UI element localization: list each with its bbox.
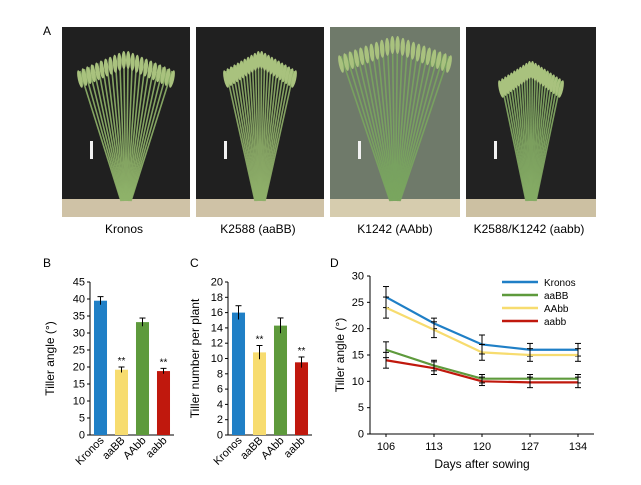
y-tick-label: 0	[358, 429, 364, 441]
scale-bar	[90, 141, 93, 159]
y-tick-label: 20	[73, 362, 85, 374]
legend-label: Kronos	[544, 278, 576, 289]
tiller-angle-time-course-chart: 0 5 10 15 20 25 30 106 113 120 127 134 Days after so…	[333, 271, 594, 471]
y-tick-label: 4	[217, 399, 223, 411]
plant-photo	[196, 27, 324, 217]
significance-label: **	[256, 334, 264, 345]
x-tick-label: aaBB	[238, 435, 266, 463]
y-tick-label: 20	[211, 277, 223, 289]
bar	[273, 325, 288, 435]
legend-label: aaBB	[544, 291, 569, 302]
y-tick-label: 25	[352, 297, 364, 309]
y-tick-label: 16	[211, 307, 223, 319]
bar	[135, 322, 150, 435]
y-tick-label: 2	[217, 414, 223, 426]
bar	[252, 352, 267, 435]
y-axis-label: Tiller number per plant	[188, 298, 202, 418]
y-tick-label: 12	[211, 338, 223, 350]
photo-ground	[62, 199, 190, 217]
tiller-number-bar-chart: 0 2 4 6 8 10 12 14 16 18 20 Tiller number per plant…	[188, 277, 312, 468]
panel-letter-c: C	[190, 256, 199, 270]
x-tick-label: aabb	[282, 435, 308, 461]
y-tick-label: 15	[73, 379, 85, 391]
x-tick-label: aabb	[144, 435, 170, 461]
y-axis: 0 5 10 15 20 25 30 35 40 45	[73, 277, 91, 442]
photo-ground	[466, 199, 596, 217]
y-tick-label: 40	[73, 294, 85, 306]
y-tick-label: 20	[352, 323, 364, 335]
y-tick-label: 10	[211, 353, 223, 365]
y-tick-label: 5	[358, 402, 364, 414]
bar	[294, 362, 309, 435]
legend-label: aabb	[544, 317, 567, 328]
bar	[156, 371, 171, 435]
y-tick-label: 30	[352, 271, 364, 283]
photo-ground	[196, 199, 324, 217]
x-tick-label: AAbb	[121, 435, 149, 463]
scale-bar	[494, 141, 497, 159]
y-axis: 0 2 4 6 8 10 12 14 16 18 20	[211, 277, 229, 442]
plant-photo	[330, 27, 460, 217]
scale-bar	[224, 141, 227, 159]
panel-letter-b: B	[43, 256, 52, 270]
y-axis-label: Tiller angle (°)	[43, 321, 57, 395]
y-tick-label: 35	[73, 311, 85, 323]
y-axis-label: Tiller angle (°)	[333, 318, 347, 392]
significance-label: **	[160, 357, 168, 368]
y-tick-label: 0	[217, 430, 223, 442]
significance-label: **	[298, 346, 306, 357]
y-tick-label: 5	[79, 413, 85, 425]
y-tick-label: 30	[73, 328, 85, 340]
y-tick-label: 8	[217, 368, 223, 380]
photo-label-aabb-lower: K1242 (AAbb)	[357, 222, 433, 236]
x-tick-label: 120	[473, 441, 491, 453]
photo-label-kronos: Kronos	[104, 222, 144, 236]
plant-stems	[338, 35, 452, 202]
y-tick-label: 10	[352, 376, 364, 388]
plant-photo	[466, 27, 596, 217]
bar	[231, 312, 246, 435]
y-tick-label: 6	[217, 384, 223, 396]
y-tick-label: 15	[352, 350, 364, 362]
x-tick-label: 106	[377, 441, 395, 453]
x-tick-label: 113	[425, 441, 443, 453]
plant-stems	[498, 60, 564, 202]
y-tick-label: 18	[211, 292, 223, 304]
bar	[114, 369, 129, 435]
y-tick-label: 45	[73, 277, 85, 289]
photo-label-aabb-upper: K2588 (aaBB)	[220, 222, 296, 236]
y-tick-label: 25	[73, 345, 85, 357]
y-tick-label: 0	[79, 430, 85, 442]
bar	[93, 300, 108, 435]
plant-photo	[62, 27, 190, 217]
photo-ground	[330, 199, 460, 217]
panel-letter-d: D	[330, 256, 339, 270]
photo-label-double-mutant: K2588/K1242 (aabb)	[473, 222, 585, 236]
x-tick-label: 127	[521, 441, 539, 453]
plant-stems	[223, 50, 297, 202]
panel-letter-a: A	[43, 24, 52, 38]
legend: Kronos aaBB AAbb aabb	[502, 278, 576, 328]
plant-stems	[77, 50, 175, 202]
scale-bar	[358, 141, 361, 159]
x-tick-label: AAbb	[259, 435, 287, 463]
x-tick-label: aaBB	[100, 435, 128, 463]
x-tick-label: 134	[569, 441, 587, 453]
y-tick-label: 10	[73, 396, 85, 408]
y-tick-label: 14	[211, 322, 223, 334]
legend-label: AAbb	[544, 304, 569, 315]
x-axis-label: Days after sowing	[434, 457, 529, 471]
significance-label: **	[118, 356, 126, 367]
